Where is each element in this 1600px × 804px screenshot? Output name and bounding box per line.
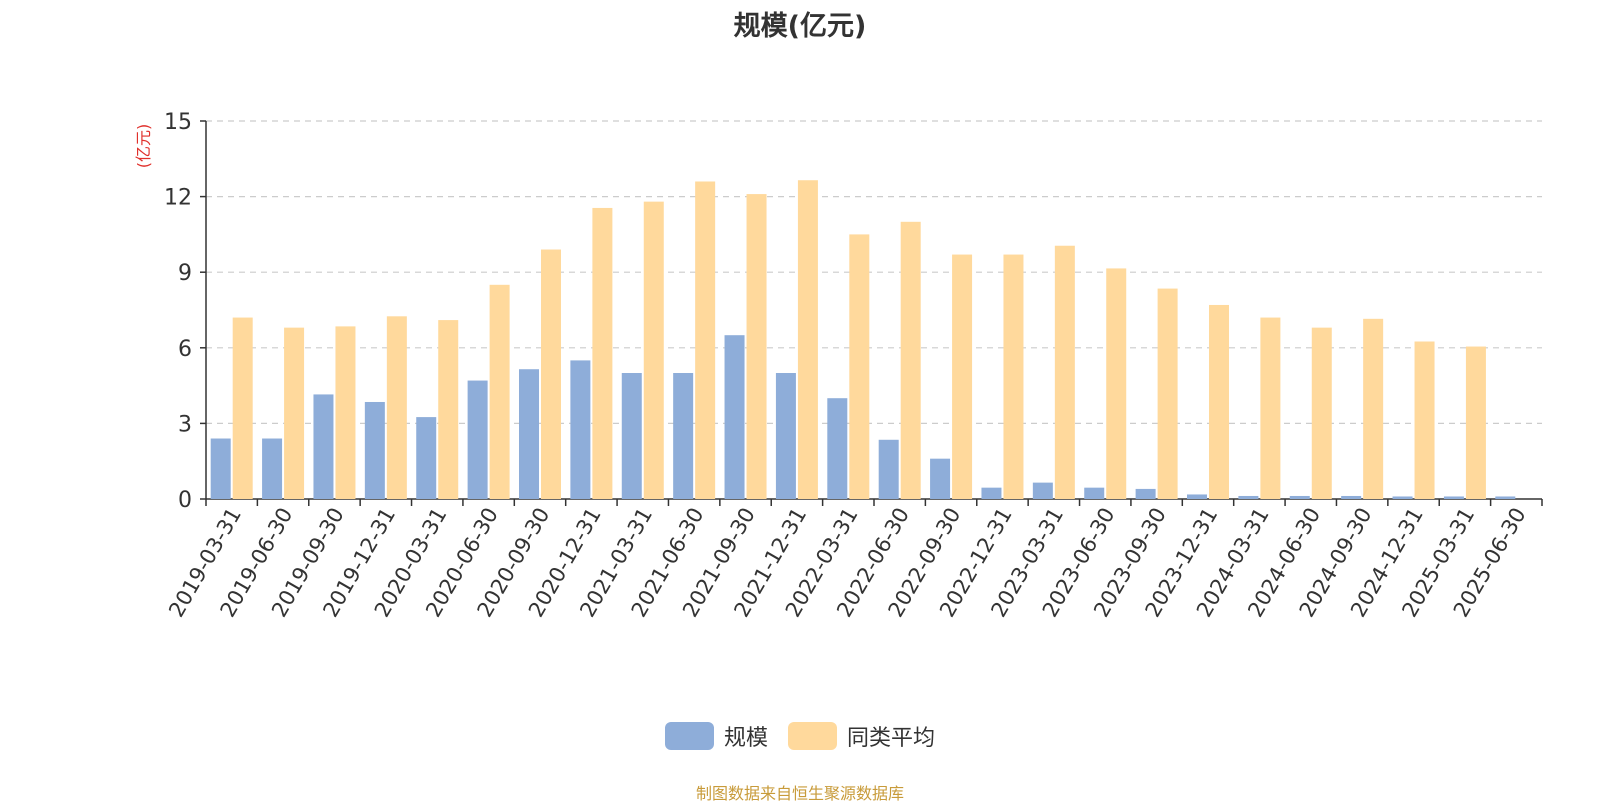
legend-item-1[interactable]: 同类平均	[788, 720, 935, 752]
bar-series0-6	[519, 369, 539, 499]
bar-series0-8	[621, 373, 642, 499]
bar-series1-5	[489, 284, 510, 499]
bar-series1-24	[1465, 346, 1486, 499]
bar-series1-12	[849, 234, 870, 499]
y-tick-label-2: 6	[178, 337, 192, 362]
bar-series1-22	[1363, 318, 1384, 499]
legend-swatch-1	[788, 722, 837, 750]
bar-series0-18	[1135, 488, 1156, 499]
bar-series1-6	[541, 249, 561, 499]
y-tick-label-5: 15	[164, 110, 192, 135]
bar-series1-19	[1209, 304, 1229, 499]
bar-series0-16	[1032, 482, 1053, 499]
source-note: 制图数据来自恒生聚源数据库	[695, 784, 904, 803]
bar-series0-23	[1392, 496, 1413, 499]
legend: 规模 同类平均	[0, 720, 1600, 752]
legend-swatch-0	[664, 722, 714, 750]
bar-series0-17	[1084, 487, 1105, 499]
bar-series0-21	[1289, 495, 1310, 499]
bar-series0-19	[1187, 494, 1207, 499]
chart-title: 规模(亿元)	[733, 11, 867, 42]
bar-series0-10	[724, 335, 745, 499]
y-tick-label-0: 0	[178, 488, 192, 513]
legend-item-0[interactable]: 规模	[664, 720, 768, 752]
bar-series1-4	[438, 320, 459, 499]
bar-series0-4	[416, 417, 437, 499]
bar-series1-18	[1157, 288, 1178, 499]
bar-series1-15	[1003, 254, 1024, 499]
legend-label-1: 同类平均	[847, 726, 936, 751]
y-tick-label-4: 12	[164, 186, 192, 211]
bar-series0-3	[364, 401, 385, 499]
bar-series0-11	[775, 373, 796, 499]
bar-series1-21	[1311, 327, 1332, 499]
bar-series1-13	[900, 221, 921, 500]
bar-series1-9	[695, 181, 716, 500]
bar-series0-24	[1443, 496, 1464, 499]
bar-series0-0	[210, 438, 231, 499]
y-axis-label: (亿元)	[134, 124, 153, 169]
bar-series1-2	[335, 326, 356, 499]
bar-series0-5	[467, 380, 488, 499]
bar-series0-2	[313, 394, 334, 499]
bar-series1-3	[386, 316, 407, 499]
bar-series0-22	[1341, 495, 1362, 499]
bar-series0-12	[827, 398, 848, 499]
bar-series1-20	[1260, 317, 1281, 499]
bar-series0-1	[262, 438, 283, 499]
y-tick-label-3: 9	[178, 261, 192, 286]
bar-series1-0	[232, 317, 253, 499]
bar-series1-16	[1054, 245, 1075, 499]
bar-series1-14	[952, 254, 973, 499]
bar-series0-15	[981, 487, 1002, 499]
y-tick-label-1: 3	[178, 412, 192, 437]
bar-series1-17	[1106, 268, 1127, 499]
legend-label-0: 规模	[723, 726, 768, 751]
bar-series1-23	[1414, 341, 1435, 499]
bar-series0-7	[570, 360, 591, 499]
bar-series0-25	[1495, 496, 1516, 499]
bar-series1-1	[284, 327, 305, 499]
bar-series0-14	[930, 458, 951, 499]
bar-series1-11	[797, 180, 818, 499]
bar-series1-8	[643, 201, 664, 499]
bar-series0-9	[673, 373, 694, 499]
bar-series0-13	[878, 439, 899, 499]
bar-series0-20	[1238, 495, 1259, 499]
bar-series1-10	[746, 194, 767, 499]
bar-series1-7	[592, 207, 613, 499]
